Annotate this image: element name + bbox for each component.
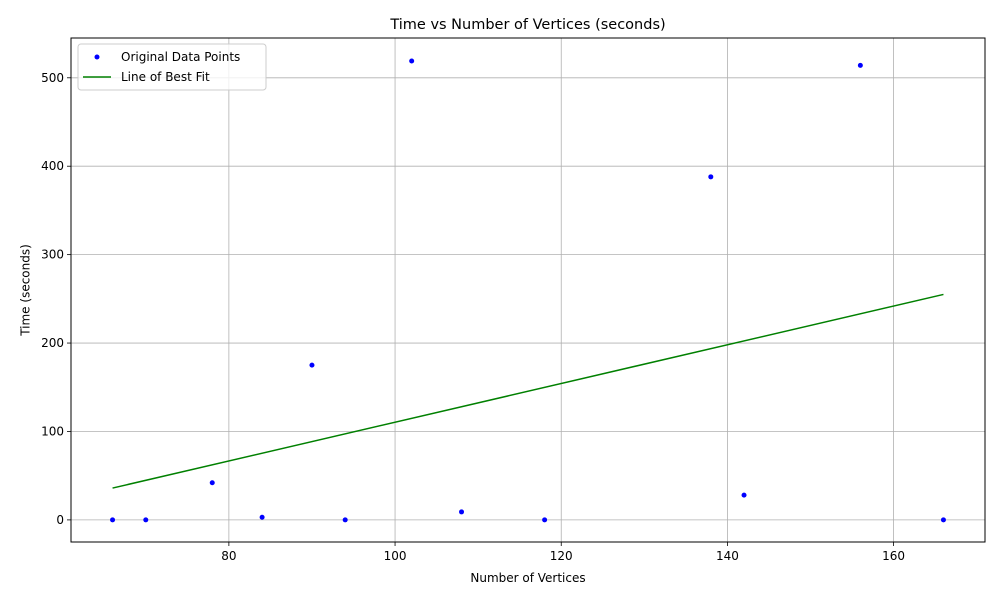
data-point — [741, 492, 747, 498]
data-point — [708, 174, 714, 180]
series-lines — [112, 293, 944, 489]
x-tick-label: 120 — [550, 549, 573, 563]
y-tick-label: 0 — [56, 513, 64, 527]
data-point — [309, 362, 315, 368]
x-tick-label: 100 — [384, 549, 407, 563]
legend-label-points: Original Data Points — [121, 50, 240, 64]
y-axis-title: Time (seconds) — [19, 244, 33, 337]
data-point — [209, 480, 215, 486]
y-axis-ticks: 0 100 200 300 400 500 — [41, 71, 71, 527]
y-tick-label: 200 — [41, 336, 64, 350]
data-point — [342, 517, 348, 523]
y-tick-label: 300 — [41, 248, 64, 262]
x-axis-ticks: 80 100 120 140 160 — [221, 542, 905, 563]
y-tick-label: 500 — [41, 71, 64, 85]
x-axis-title: Number of Vertices — [470, 571, 585, 585]
data-point — [409, 58, 415, 64]
data-point — [110, 517, 116, 523]
x-tick-label: 140 — [716, 549, 739, 563]
best-fit-line — [112, 293, 944, 489]
y-tick-label: 400 — [41, 159, 64, 173]
legend: Original Data Points Line of Best Fit — [77, 43, 267, 91]
data-point — [259, 514, 265, 520]
data-point — [542, 517, 548, 523]
grid — [71, 38, 985, 542]
data-point — [857, 62, 863, 68]
x-tick-label: 160 — [882, 549, 905, 563]
x-tick-label: 80 — [221, 549, 236, 563]
y-tick-label: 100 — [41, 424, 64, 438]
plot-frame — [70, 37, 986, 543]
chart-title: Time vs Number of Vertices (seconds) — [389, 17, 665, 33]
data-point — [940, 517, 946, 523]
data-point — [143, 517, 149, 523]
legend-label-line: Line of Best Fit — [121, 70, 210, 84]
data-point — [459, 509, 465, 515]
legend-box — [77, 43, 267, 91]
legend-marker-points — [94, 54, 100, 60]
series-points — [110, 58, 946, 523]
